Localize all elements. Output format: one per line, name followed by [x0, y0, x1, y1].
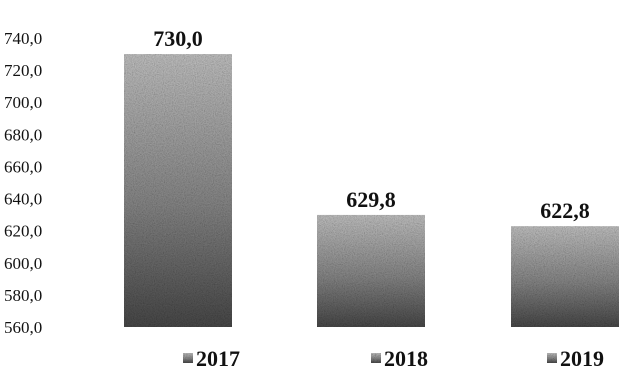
bar-2017 — [124, 54, 232, 328]
bars — [124, 54, 619, 328]
bar-2018 — [317, 214, 425, 327]
y-tick-label: 580,0 — [4, 286, 42, 305]
data-label-2019: 622,8 — [540, 198, 590, 223]
y-tick-label: 660,0 — [4, 157, 42, 176]
bar-2019 — [511, 226, 619, 327]
y-tick-label: 560,0 — [4, 318, 42, 337]
y-tick-label: 620,0 — [4, 222, 42, 241]
legend-swatch-2018 — [371, 353, 381, 363]
y-tick-label: 640,0 — [4, 190, 42, 209]
y-tick-label: 740,0 — [4, 29, 42, 48]
y-axis: 560,0 580,0 600,0 620,0 640,0 660,0 680,0 700,0… — [4, 29, 42, 337]
legend-swatch-2017 — [183, 353, 193, 363]
data-label-2017: 730,0 — [153, 26, 203, 51]
legend-label-2018: 2018 — [384, 346, 428, 371]
data-labels: 730,0 629,8 622,8 — [153, 26, 590, 223]
y-tick-label: 600,0 — [4, 254, 42, 273]
legend-label-2017: 2017 — [196, 346, 240, 371]
legend: 2017 2018 2019 — [183, 346, 604, 371]
data-label-2018: 629,8 — [346, 187, 396, 212]
y-tick-label: 720,0 — [4, 61, 42, 80]
legend-swatch-2019 — [547, 353, 557, 363]
y-tick-label: 700,0 — [4, 93, 42, 112]
legend-label-2019: 2019 — [560, 346, 604, 371]
y-tick-label: 680,0 — [4, 125, 42, 144]
